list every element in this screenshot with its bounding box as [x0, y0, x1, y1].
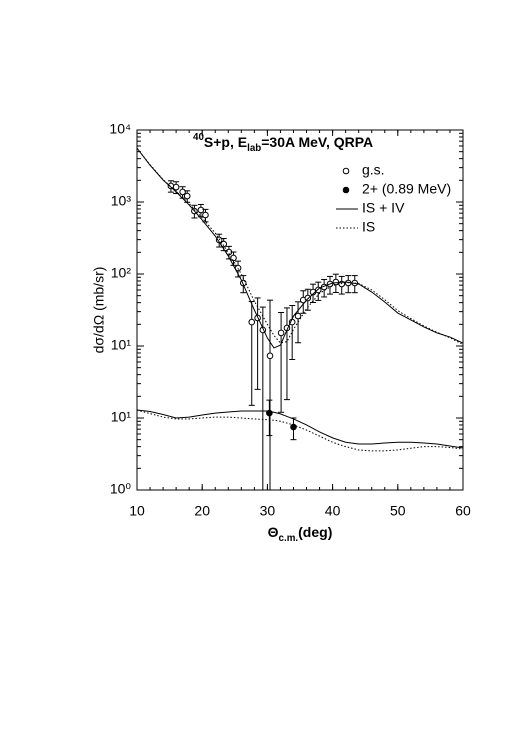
plot-frame — [136, 129, 464, 491]
data-point — [183, 192, 191, 200]
x-axis-label-part: c.m. — [279, 533, 299, 544]
data-point — [294, 312, 302, 320]
y-tick-label: 10² — [111, 265, 132, 281]
curve — [136, 147, 464, 345]
y-tick-label: 10³ — [111, 193, 132, 209]
data-point — [332, 278, 340, 286]
y-tick-label: 10¹ — [111, 409, 132, 425]
legend-label: IS — [362, 219, 375, 235]
x-axis-label: Θc.m.(deg) — [268, 524, 333, 544]
data-point — [248, 318, 256, 326]
x-tick-label: 50 — [390, 503, 406, 519]
y-tick-label: 10⁴ — [109, 121, 131, 137]
chart-title-part: =30A MeV, QRPA — [261, 134, 373, 150]
curve — [136, 147, 464, 349]
y-axis-label: dσ/dΩ (mb/sr) — [91, 267, 107, 354]
curve — [136, 409, 464, 449]
curve — [136, 409, 464, 452]
x-axis-label-part: Θ — [268, 524, 279, 540]
data-point — [230, 254, 237, 262]
x-tick-label: 40 — [325, 503, 341, 519]
x-tick-label: 10 — [129, 503, 145, 519]
x-tick-label: 60 — [455, 503, 471, 519]
data-point — [304, 294, 312, 302]
data-point — [179, 188, 186, 196]
legend-label: g.s. — [362, 162, 385, 178]
data-point — [290, 423, 297, 431]
x-tick-label: 20 — [194, 503, 210, 519]
x-axis-label-part: (deg) — [298, 524, 332, 540]
chart-title-part: S+p, E — [204, 134, 247, 150]
data-point — [277, 329, 285, 337]
data-point — [197, 206, 205, 214]
chart-title: 40S+p, Elab=30A MeV, QRPA — [193, 132, 373, 154]
y-tick-label: 10¹ — [111, 337, 132, 353]
data-point — [314, 286, 322, 294]
y-tick-label: 10⁰ — [110, 481, 132, 497]
data-point — [266, 352, 274, 360]
x-tick-label: 30 — [260, 503, 276, 519]
data-point — [172, 183, 180, 191]
chart-title-part: 40 — [193, 132, 204, 143]
legend-marker — [342, 186, 350, 194]
legend-label: 2+ (0.89 MeV) — [362, 181, 451, 197]
chart-title-part: lab — [247, 143, 261, 154]
legend-marker — [342, 167, 350, 175]
data-point — [202, 211, 209, 219]
legend-label: IS + IV — [362, 200, 405, 216]
